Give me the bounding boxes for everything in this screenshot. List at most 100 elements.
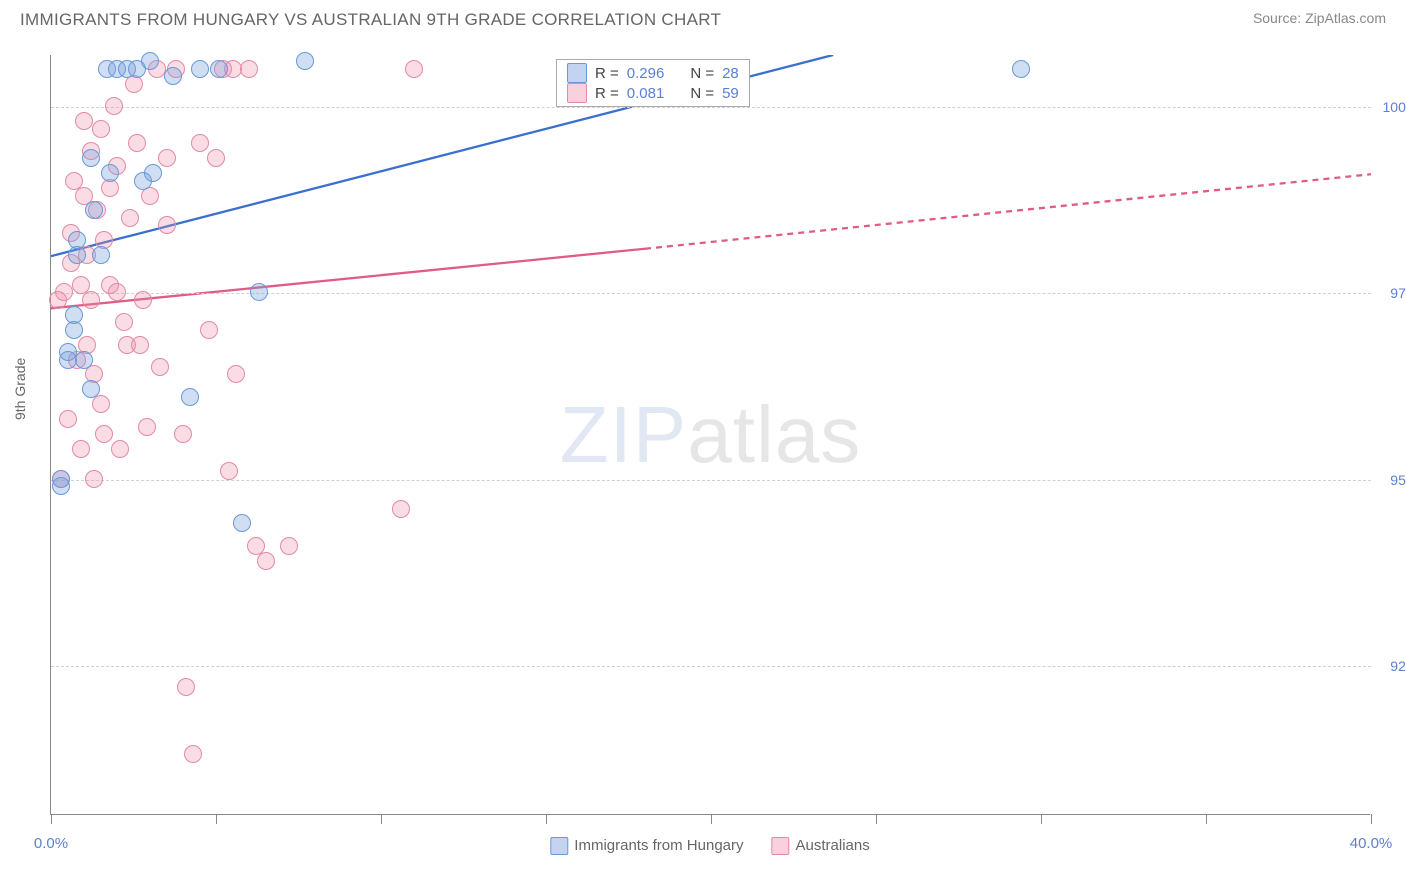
scatter-point-hungary: [1012, 60, 1030, 78]
scatter-point-australians: [220, 462, 238, 480]
scatter-point-australians: [240, 60, 258, 78]
scatter-point-hungary: [75, 351, 93, 369]
scatter-point-hungary: [141, 52, 159, 70]
scatter-point-hungary: [59, 343, 77, 361]
gridline-h: [51, 480, 1371, 481]
legend-n-label: N =: [690, 65, 714, 82]
scatter-point-australians: [158, 149, 176, 167]
scatter-point-australians: [151, 358, 169, 376]
series-legend-label: Australians: [796, 837, 870, 854]
scatter-point-australians: [95, 425, 113, 443]
scatter-point-australians: [200, 321, 218, 339]
y-tick-label: 92.5%: [1375, 658, 1406, 674]
source-attribution: Source: ZipAtlas.com: [1253, 10, 1386, 26]
scatter-point-australians: [92, 120, 110, 138]
scatter-point-australians: [72, 440, 90, 458]
scatter-point-hungary: [296, 52, 314, 70]
scatter-point-hungary: [181, 388, 199, 406]
series-legend-label: Immigrants from Hungary: [574, 837, 743, 854]
scatter-point-australians: [280, 537, 298, 555]
scatter-point-australians: [85, 470, 103, 488]
scatter-point-hungary: [82, 380, 100, 398]
series-legend: Immigrants from Hungary Australians: [550, 837, 869, 855]
legend-n-label: N =: [690, 85, 714, 102]
scatter-point-australians: [105, 97, 123, 115]
gridline-h: [51, 107, 1371, 108]
series-legend-item: Immigrants from Hungary: [550, 837, 743, 855]
x-tick: [876, 814, 877, 824]
scatter-point-australians: [59, 410, 77, 428]
x-tick: [711, 814, 712, 824]
y-axis-label: 9th Grade: [12, 358, 28, 420]
scatter-point-hungary: [65, 306, 83, 324]
scatter-point-australians: [257, 552, 275, 570]
y-tick-label: 95.0%: [1375, 472, 1406, 488]
legend-r-value: 0.296: [627, 65, 665, 82]
correlation-legend-row: R = 0.081 N = 59: [567, 83, 739, 103]
scatter-point-hungary: [164, 67, 182, 85]
trend-line: [645, 174, 1371, 249]
scatter-point-hungary: [191, 60, 209, 78]
correlation-legend: R = 0.296 N = 28 R = 0.081 N = 59: [556, 59, 750, 107]
scatter-point-australians: [134, 291, 152, 309]
scatter-point-hungary: [144, 164, 162, 182]
scatter-point-australians: [128, 134, 146, 152]
scatter-point-hungary: [210, 60, 228, 78]
x-tick-label: 40.0%: [1350, 835, 1393, 852]
legend-n-value: 59: [722, 85, 739, 102]
scatter-point-australians: [138, 418, 156, 436]
scatter-point-hungary: [52, 477, 70, 495]
chart-area: ZIPatlas R =0.296N =28R =0.081N =59 92.5…: [50, 55, 1370, 815]
legend-r-value: 0.081: [627, 85, 665, 102]
scatter-point-hungary: [250, 283, 268, 301]
y-tick-label: 100.0%: [1375, 99, 1406, 115]
x-tick: [1041, 814, 1042, 824]
watermark: ZIPatlas: [560, 389, 861, 481]
scatter-point-hungary: [68, 231, 86, 249]
watermark-atlas: atlas: [687, 390, 861, 479]
scatter-point-hungary: [233, 514, 251, 532]
legend-n-value: 28: [722, 65, 739, 82]
scatter-point-australians: [121, 209, 139, 227]
scatter-point-australians: [184, 745, 202, 763]
scatter-point-australians: [75, 112, 93, 130]
scatter-point-australians: [111, 440, 129, 458]
scatter-point-australians: [82, 291, 100, 309]
scatter-point-hungary: [85, 201, 103, 219]
scatter-point-australians: [131, 336, 149, 354]
legend-swatch: [567, 63, 587, 83]
scatter-point-australians: [405, 60, 423, 78]
scatter-point-australians: [55, 283, 73, 301]
scatter-point-hungary: [82, 149, 100, 167]
scatter-point-australians: [108, 283, 126, 301]
x-tick: [51, 814, 52, 824]
legend-swatch: [567, 83, 587, 103]
legend-swatch: [772, 837, 790, 855]
scatter-point-australians: [92, 395, 110, 413]
x-tick: [1206, 814, 1207, 824]
x-tick-label: 0.0%: [34, 835, 68, 852]
trend-lines-svg: [51, 55, 1371, 815]
y-tick-label: 97.5%: [1375, 285, 1406, 301]
x-tick: [216, 814, 217, 824]
scatter-point-australians: [177, 678, 195, 696]
source-link[interactable]: ZipAtlas.com: [1305, 10, 1386, 26]
header: IMMIGRANTS FROM HUNGARY VS AUSTRALIAN 9T…: [0, 0, 1406, 30]
scatter-point-australians: [174, 425, 192, 443]
x-tick: [546, 814, 547, 824]
scatter-point-australians: [191, 134, 209, 152]
scatter-point-australians: [207, 149, 225, 167]
scatter-point-australians: [158, 216, 176, 234]
gridline-h: [51, 666, 1371, 667]
scatter-point-australians: [227, 365, 245, 383]
x-tick: [381, 814, 382, 824]
scatter-point-australians: [392, 500, 410, 518]
legend-swatch: [550, 837, 568, 855]
scatter-point-australians: [115, 313, 133, 331]
x-tick: [1371, 814, 1372, 824]
legend-r-label: R =: [595, 85, 619, 102]
series-legend-item: Australians: [772, 837, 870, 855]
plot-region: ZIPatlas R =0.296N =28R =0.081N =59 92.5…: [50, 55, 1370, 815]
legend-r-label: R =: [595, 65, 619, 82]
source-prefix: Source:: [1253, 10, 1305, 26]
